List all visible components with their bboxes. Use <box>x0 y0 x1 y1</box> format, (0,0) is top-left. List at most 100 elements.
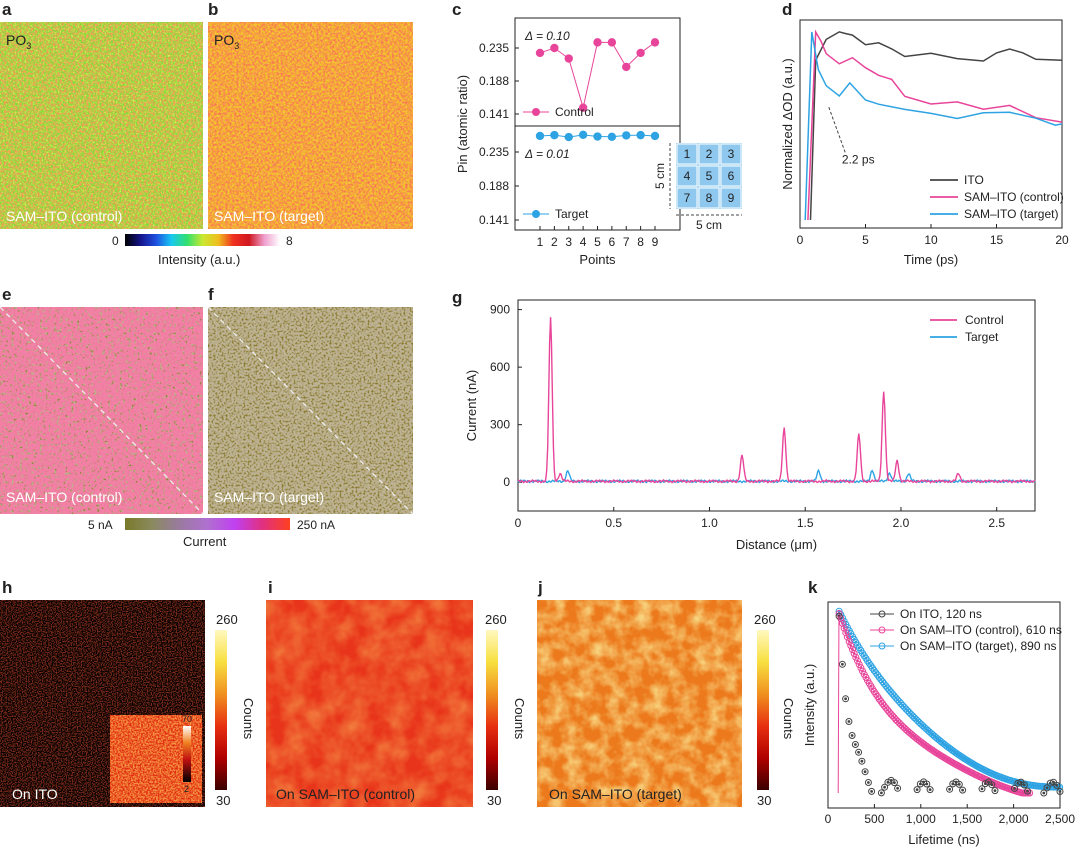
control-trace <box>517 317 1036 484</box>
series-line-0 <box>809 31 1063 221</box>
xtick-label: 15 <box>990 233 1004 247</box>
delta-control: Δ = 0.10 <box>524 29 570 43</box>
caption-a: SAM–ITO (control) <box>6 208 123 224</box>
grid-cell-label: 3 <box>728 147 735 161</box>
colorbar-j-max: 260 <box>754 612 776 627</box>
grid-cell-label: 2 <box>706 147 713 161</box>
decay-point-core <box>928 788 932 791</box>
grid-inset: 1 2 3 4 5 6 7 8 9 <box>676 143 742 209</box>
colorbar-ab-max: 8 <box>286 234 293 248</box>
decay-point <box>885 708 893 716</box>
colorbar-ef-label: Current <box>183 534 227 549</box>
x-axis-label: Points <box>579 252 616 267</box>
y-axis-label: Normalized ΔOD (a.u.) <box>780 58 795 190</box>
decay-point <box>960 755 968 763</box>
y-axis-label: Intensity (a.u.) <box>802 664 817 746</box>
control-point <box>636 48 645 58</box>
chart-g: 0 0.5 1.0 1.5 2.0 2.5 0 300 600 900 Distance (μm) C… <box>464 299 1036 552</box>
xtick-label: 20 <box>1055 233 1069 247</box>
ytick-label-top: 0.235 <box>479 41 509 55</box>
legend-label: Target <box>965 330 999 344</box>
grid-cell-label: 6 <box>728 169 735 183</box>
decay-point <box>849 646 856 654</box>
decay-point-core <box>1013 787 1016 790</box>
colorbar-i-label: Counts <box>512 698 527 740</box>
colorbar-i-max: 260 <box>485 612 507 627</box>
panel-label-k: k <box>808 578 818 597</box>
rise-edge <box>837 615 840 794</box>
decay-point <box>854 657 861 665</box>
control-point <box>564 54 573 63</box>
annotation-label: 2.2 ps <box>842 153 875 167</box>
xtick-label: 10 <box>924 233 938 247</box>
decay-point <box>877 676 885 683</box>
decay-point-core <box>867 781 870 784</box>
decay-point <box>885 686 893 694</box>
decay-point <box>852 653 860 661</box>
decay-point-core <box>870 790 873 793</box>
decay-point <box>875 673 883 681</box>
panel-label-d: d <box>782 0 793 19</box>
colorbar-j <box>757 630 769 790</box>
decay-point <box>913 786 921 794</box>
decay-point <box>894 784 902 792</box>
decay-point-core <box>841 622 844 625</box>
target-point <box>622 131 631 140</box>
decay-point-core <box>847 640 851 643</box>
afm-map-control: SAM–ITO (control) <box>0 307 203 514</box>
decay-point <box>942 755 950 763</box>
x-axis-label: Lifetime (ns) <box>908 832 980 847</box>
decay-point <box>887 688 895 696</box>
decay-point-core <box>957 783 961 786</box>
decay-series-0 <box>835 612 1064 797</box>
legend-marker <box>878 610 886 618</box>
ytick-label-top: 0.141 <box>479 107 509 121</box>
decay-point <box>1053 781 1061 789</box>
grid-cell-label: 5 <box>706 169 713 183</box>
xtick-label: 2.5 <box>988 516 1005 530</box>
decay-point <box>861 768 869 776</box>
xtick-label: 2,500 <box>1045 812 1075 826</box>
xtick-label: 5 <box>594 235 601 249</box>
annotation-arrow <box>828 107 847 155</box>
target-point <box>550 130 559 140</box>
decay-point-core <box>857 750 860 754</box>
colorbar-ef-max: 250 nA <box>297 518 336 532</box>
decay-point <box>1024 787 1031 795</box>
decay-point <box>858 757 866 765</box>
grid-cell <box>698 187 720 209</box>
tcspc-map-target: On SAM–ITO (target) <box>537 600 742 807</box>
decay-point <box>959 786 967 794</box>
decay-point <box>1040 789 1048 797</box>
ytick-label: 600 <box>490 360 510 374</box>
xtick-label: 0 <box>515 516 522 530</box>
y-axis-label: Pin (atomic ratio) <box>455 75 470 173</box>
decay-point <box>879 678 887 686</box>
grid-height-label: 5 cm <box>653 163 667 189</box>
decay-point-core <box>893 781 896 784</box>
x-axis-label: Distance (μm) <box>736 537 817 552</box>
control-point <box>607 38 617 47</box>
grid-cell <box>720 143 742 165</box>
x-axis-label: Time (ps) <box>904 252 958 267</box>
decay-point-core <box>948 787 951 791</box>
control-point <box>535 48 545 58</box>
ytick-label: 300 <box>490 418 510 432</box>
xtick-label: 4 <box>580 235 587 249</box>
decay-point <box>955 780 963 788</box>
xtick-label: 2 <box>551 235 558 249</box>
target-point <box>564 132 573 142</box>
decay-point <box>880 680 888 688</box>
decay-point <box>840 624 848 632</box>
decay-point <box>844 633 851 641</box>
grid-cell-label: 1 <box>684 147 691 161</box>
decay-point-core <box>880 791 883 795</box>
legend-label: On SAM–ITO (control), 610 ns <box>900 623 1062 637</box>
decay-point-core <box>841 662 844 666</box>
grid-cell-label: 8 <box>706 191 713 205</box>
caption-h: On ITO <box>12 786 58 802</box>
xtick-label: 0 <box>797 233 804 247</box>
decay-point <box>978 785 986 793</box>
target-point <box>593 132 602 141</box>
legend-marker <box>878 642 886 650</box>
